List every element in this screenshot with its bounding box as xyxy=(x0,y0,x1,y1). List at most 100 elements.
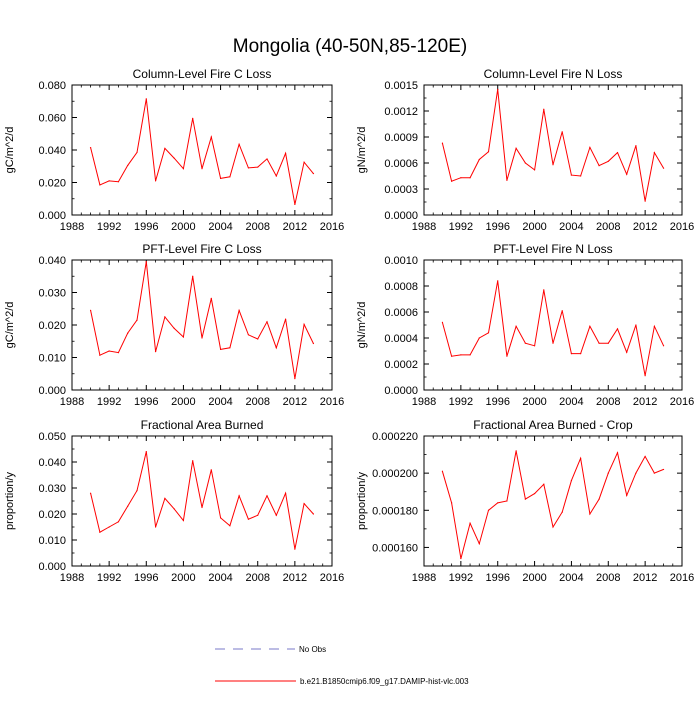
data-point xyxy=(570,479,573,482)
data-point xyxy=(570,353,573,355)
x-tick-label: 2016 xyxy=(320,572,344,584)
chart-panel-4: PFT-Level Fire N Loss gN/m^2/d 1988 1992 199… xyxy=(356,242,694,408)
x-tick-label: 1996 xyxy=(485,396,509,408)
data-point xyxy=(589,146,591,148)
data-point xyxy=(478,543,480,545)
data-point xyxy=(561,310,563,312)
data-point xyxy=(284,492,287,494)
x-tick-label: 2000 xyxy=(171,572,195,584)
data-point xyxy=(192,275,194,277)
plot-frame xyxy=(71,259,333,391)
data-point xyxy=(192,460,194,462)
data-point xyxy=(192,117,194,119)
data-point xyxy=(99,531,101,533)
data-point xyxy=(219,517,222,519)
data-point xyxy=(219,177,222,180)
data-point xyxy=(497,280,499,282)
chart-title: Column-Level Fire N Loss xyxy=(484,67,623,81)
data-point xyxy=(580,353,582,355)
series-line xyxy=(90,98,314,205)
data-point xyxy=(662,468,665,471)
y-tick-label: 0.020 xyxy=(38,178,66,190)
data-point xyxy=(238,309,240,311)
data-point xyxy=(201,337,203,339)
data-point xyxy=(598,342,600,344)
x-tick-label: 1988 xyxy=(60,221,84,233)
data-point xyxy=(626,494,628,497)
data-point xyxy=(312,342,315,345)
data-point xyxy=(478,337,480,339)
data-point xyxy=(164,316,166,318)
x-tick-label: 2012 xyxy=(283,221,307,233)
data-point xyxy=(552,526,554,528)
series-line xyxy=(441,450,664,559)
series-line xyxy=(441,89,665,202)
data-point xyxy=(497,502,499,504)
y-tick-label: 0.0002 xyxy=(384,359,418,371)
data-point xyxy=(99,354,101,356)
data-point xyxy=(229,347,231,349)
y-tick-label: 0.0006 xyxy=(384,307,418,319)
x-tick-label: 2008 xyxy=(245,396,269,408)
data-point xyxy=(524,162,526,164)
data-point xyxy=(616,152,619,154)
chart-panel-3: PFT-Level Fire C Loss gC/m^2/d 1988 1992 199… xyxy=(4,242,344,408)
data-point xyxy=(469,522,471,524)
data-point xyxy=(506,500,508,502)
x-tick-label: 2008 xyxy=(596,396,620,408)
data-point xyxy=(487,332,490,334)
x-tick-label: 2012 xyxy=(633,396,657,408)
y-tick-label: 0.030 xyxy=(38,483,66,495)
data-point xyxy=(154,351,157,353)
data-point xyxy=(635,145,637,147)
data-point xyxy=(312,513,315,515)
data-point xyxy=(294,378,296,380)
x-tick-label: 2004 xyxy=(208,396,232,408)
x-tick-label: 2008 xyxy=(245,221,269,233)
x-tick-label: 2000 xyxy=(522,572,546,584)
x-tick-label: 1988 xyxy=(412,572,436,584)
data-point xyxy=(247,167,250,169)
x-tick-label: 1992 xyxy=(97,396,121,408)
y-axis-label: gC/m^2/d xyxy=(4,127,16,174)
data-point xyxy=(275,347,277,349)
data-point xyxy=(89,309,92,311)
x-tick-label: 2008 xyxy=(596,221,620,233)
data-point xyxy=(117,181,120,183)
series-line xyxy=(441,280,665,376)
x-tick-label: 1992 xyxy=(449,396,473,408)
data-point xyxy=(451,355,453,357)
x-tick-label: 2004 xyxy=(559,396,583,408)
y-tick-label: 0.000180 xyxy=(372,505,418,517)
data-point xyxy=(552,342,554,344)
data-point xyxy=(127,332,129,334)
data-point xyxy=(506,179,508,181)
x-tick-label: 1988 xyxy=(60,572,84,584)
x-tick-label: 2012 xyxy=(283,396,307,408)
data-point xyxy=(524,498,526,500)
data-point xyxy=(99,184,101,186)
x-tick-label: 2000 xyxy=(522,221,546,233)
series-line xyxy=(90,451,314,550)
y-tick-label: 0.000160 xyxy=(372,542,418,554)
data-point xyxy=(108,180,110,182)
data-point xyxy=(303,503,305,505)
x-tick-label: 2016 xyxy=(320,396,344,408)
data-point xyxy=(451,502,453,504)
y-tick-label: 0.0009 xyxy=(384,132,418,144)
data-point xyxy=(543,289,545,291)
data-point xyxy=(266,495,268,497)
x-tick-label: 1988 xyxy=(60,396,84,408)
data-point xyxy=(294,203,296,206)
data-point xyxy=(478,158,480,161)
data-point xyxy=(275,514,277,516)
y-tick-label: 0.0000 xyxy=(384,210,418,222)
y-axis-label: gN/m^2/d xyxy=(356,127,368,174)
x-tick-label: 2016 xyxy=(670,396,694,408)
x-tick-label: 1988 xyxy=(412,221,436,233)
data-point xyxy=(154,180,157,182)
data-point xyxy=(173,327,175,329)
data-point xyxy=(136,319,138,321)
data-point xyxy=(589,513,591,515)
series-line xyxy=(90,261,314,379)
